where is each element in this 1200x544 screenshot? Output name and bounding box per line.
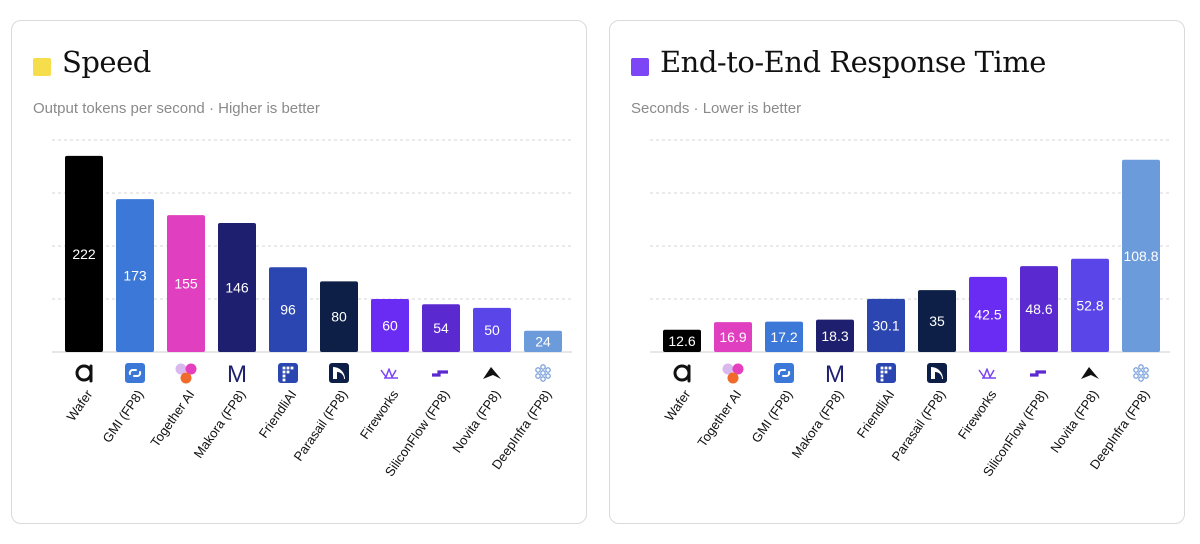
speed-bar-novita-fp8 <box>473 307 511 352</box>
latency-value-label: 52.8 <box>1076 297 1103 313</box>
speed-category-label: Novita (FP8) <box>449 387 503 455</box>
latency-legend-swatch <box>631 58 649 76</box>
speed-bar-parasail-fp8 <box>320 281 358 352</box>
svg-text:M: M <box>227 361 247 388</box>
speed-value-label: 24 <box>535 333 551 349</box>
speed-bar-gmi-fp8 <box>116 199 154 352</box>
friendli-icon <box>278 363 298 383</box>
speed-bar-wafer <box>65 155 103 352</box>
latency-chart-card: End-to-End Response Time Seconds · Lower… <box>609 20 1185 524</box>
latency-bar-siliconflow-fp8 <box>1020 266 1058 352</box>
latency-bar-friendliai <box>867 298 905 352</box>
fireworks-icon <box>380 368 398 379</box>
speed-value-label: 222 <box>72 246 96 262</box>
latency-bar-gmi-fp8 <box>765 321 803 352</box>
siliconflow-icon <box>432 370 448 377</box>
latency-category-label: Wafer <box>662 387 694 424</box>
latency-category-label: Together AI <box>694 387 744 449</box>
latency-bar-parasail-fp8 <box>918 290 956 352</box>
latency-value-label: 12.6 <box>668 333 695 349</box>
speed-value-label: 60 <box>382 318 398 334</box>
latency-value-label: 18.3 <box>821 328 848 344</box>
fireworks-icon <box>978 368 996 379</box>
wafer-icon <box>75 364 93 383</box>
latency-bar-fireworks <box>969 276 1007 352</box>
together-icon <box>722 363 744 384</box>
gmi-icon <box>774 363 794 383</box>
speed-chart-card: Speed Output tokens per second · Higher … <box>11 20 587 524</box>
latency-value-label: 48.6 <box>1025 301 1052 317</box>
latency-category-label: Makora (FP8) <box>789 387 847 461</box>
makora-icon: M <box>825 361 845 388</box>
speed-category-label: Wafer <box>64 387 96 424</box>
speed-bar-siliconflow-fp8 <box>422 304 460 352</box>
svg-text:M: M <box>825 361 845 388</box>
speed-category-label: Fireworks <box>357 387 402 442</box>
latency-value-label: 42.5 <box>974 306 1001 322</box>
makora-icon: M <box>227 361 247 388</box>
latency-bar-deepinfra-fp8 <box>1122 159 1160 352</box>
speed-value-label: 146 <box>225 280 249 296</box>
parasail-icon <box>927 363 947 383</box>
latency-category-label: GMI (FP8) <box>748 387 795 445</box>
speed-chart-title: Speed <box>62 45 151 79</box>
siliconflow-icon <box>1030 370 1046 377</box>
speed-bar-together-ai <box>167 215 205 352</box>
latency-category-label: FriendliAI <box>854 387 898 441</box>
speed-bar-chart: 222 Wafer 173 GMI (FP8) 155 Together AI 146 MMa… <box>52 139 572 479</box>
latency-value-label: 30.1 <box>872 317 899 333</box>
latency-value-label: 108.8 <box>1123 248 1158 264</box>
friendli-icon <box>876 363 896 383</box>
latency-category-label: Fireworks <box>955 387 1000 442</box>
parasail-icon <box>329 363 349 383</box>
latency-bar-together-ai <box>714 322 752 352</box>
latency-bar-wafer <box>663 329 701 352</box>
speed-value-label: 50 <box>484 322 500 338</box>
latency-bar-chart: 12.6 Wafer 16.9 Together AI 17.2 GMI (FP8) 18.… <box>650 139 1170 479</box>
speed-bar-fireworks <box>371 299 409 352</box>
deepinfra-icon <box>1133 364 1149 382</box>
deepinfra-icon <box>535 364 551 382</box>
latency-value-label: 16.9 <box>719 329 746 345</box>
speed-category-label: Parasail (FP8) <box>291 387 351 464</box>
speed-category-label: Together AI <box>147 387 197 449</box>
speed-category-label: FriendliAI <box>256 387 300 441</box>
speed-value-label: 155 <box>174 276 198 292</box>
wafer-icon <box>673 364 691 383</box>
speed-legend-swatch <box>33 58 51 76</box>
speed-value-label: 173 <box>123 268 147 284</box>
latency-category-label: Novita (FP8) <box>1047 387 1101 455</box>
latency-value-label: 17.2 <box>770 329 797 345</box>
latency-value-label: 35 <box>929 313 945 329</box>
speed-category-label: GMI (FP8) <box>99 387 146 445</box>
speed-bar-friendliai <box>269 267 307 352</box>
speed-value-label: 96 <box>280 302 296 318</box>
speed-bar-deepinfra-fp8 <box>524 330 562 352</box>
novita-icon <box>1081 367 1099 379</box>
latency-chart-subtitle: Seconds · Lower is better <box>631 100 802 117</box>
together-icon <box>175 363 197 384</box>
speed-value-label: 80 <box>331 309 347 325</box>
speed-value-label: 54 <box>433 320 449 336</box>
speed-category-label: Makora (FP8) <box>191 387 249 461</box>
latency-category-label: Parasail (FP8) <box>889 387 949 464</box>
latency-chart-title: End-to-End Response Time <box>660 45 1046 79</box>
gmi-icon <box>125 363 145 383</box>
latency-bar-makora-fp8 <box>816 319 854 352</box>
speed-chart-subtitle: Output tokens per second · Higher is bet… <box>33 100 320 117</box>
novita-icon <box>483 367 501 379</box>
speed-bar-makora-fp8 <box>218 223 256 352</box>
latency-bar-novita-fp8 <box>1071 258 1109 352</box>
